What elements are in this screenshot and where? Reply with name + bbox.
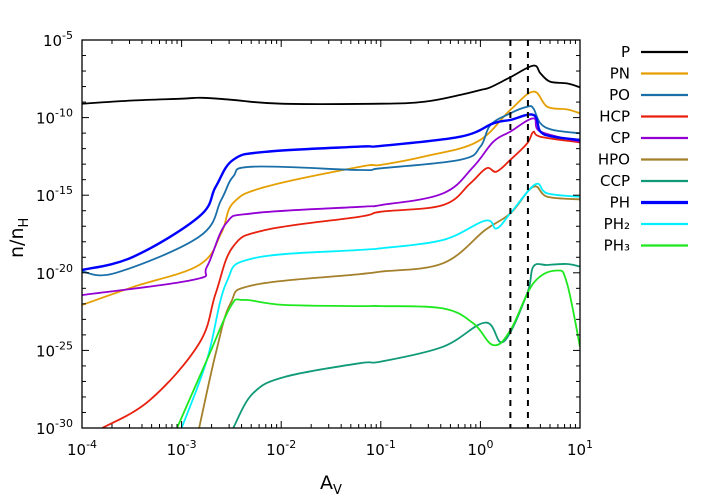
x-tick-label: 10-4 bbox=[67, 438, 97, 459]
y-tick-label: 10-20 bbox=[36, 262, 73, 283]
x-axis-title: AV bbox=[320, 472, 342, 496]
series-line-ccp bbox=[232, 263, 580, 428]
series-line-ph bbox=[82, 113, 580, 272]
legend-label: PH bbox=[610, 194, 630, 212]
legend-label: P bbox=[621, 43, 630, 61]
series-line-pn bbox=[82, 90, 580, 306]
legend-label: HPO bbox=[598, 151, 630, 169]
x-tick-label: 10-3 bbox=[167, 438, 197, 459]
series-line-cp bbox=[82, 117, 580, 296]
series-line-hpo bbox=[198, 185, 580, 428]
series-line-hcp bbox=[101, 130, 580, 428]
y-tick-label: 10-25 bbox=[36, 339, 73, 360]
legend-label: PH₃ bbox=[604, 237, 630, 255]
x-tick-label: 10-2 bbox=[266, 438, 296, 459]
y-tick-label: 10-10 bbox=[36, 107, 73, 128]
legend-label: HCP bbox=[599, 108, 630, 126]
x-tick-label: 100 bbox=[467, 438, 493, 459]
y-tick-label: 10-15 bbox=[36, 184, 73, 205]
dashed-markers bbox=[509, 40, 529, 428]
series-line-p bbox=[82, 64, 580, 105]
legend-label: CCP bbox=[600, 172, 630, 190]
y-axis-title: n/nH bbox=[6, 218, 32, 258]
axis-ticks bbox=[81, 39, 581, 429]
legend: P PN PO HCP CP HPO CCP PH PH₂ PH₃ bbox=[598, 43, 688, 255]
legend-label: PH₂ bbox=[604, 215, 630, 233]
x-tick-label: 10-1 bbox=[366, 438, 396, 459]
legend-label: PO bbox=[609, 86, 630, 104]
series-line-ph₂ bbox=[180, 182, 580, 428]
x-tick-label: 101 bbox=[567, 438, 593, 459]
legend-label: CP bbox=[610, 129, 630, 147]
series-line-ph₃ bbox=[176, 269, 580, 428]
plot-frame bbox=[81, 39, 581, 429]
tick-labels: 10-4 10-3 10-2 10-1 100 101 10-5 10-10 10-15 10-2… bbox=[36, 29, 593, 459]
y-tick-label: 10-30 bbox=[36, 417, 73, 438]
series-lines bbox=[82, 64, 580, 428]
series-line-po bbox=[82, 105, 580, 277]
y-tick-label: 10-5 bbox=[43, 29, 73, 50]
legend-label: PN bbox=[610, 65, 630, 83]
